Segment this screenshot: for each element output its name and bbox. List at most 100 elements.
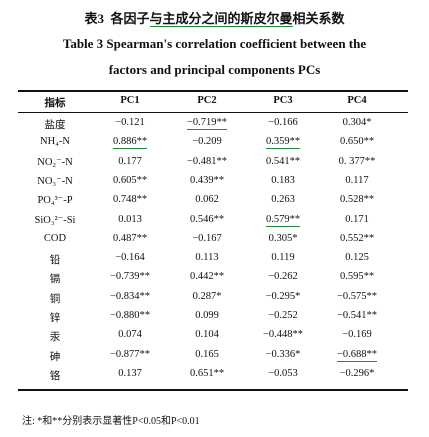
table-title-en: Table 3 Spearman's correlation coefficie… <box>62 36 367 51</box>
table-cell: 0.074 <box>93 329 167 340</box>
table-cell: 0.650** <box>320 136 394 147</box>
row-label: 汞 <box>18 329 92 344</box>
row-label: 镉 <box>18 271 92 286</box>
table-cell: −0.296* <box>320 368 394 379</box>
table-cell: −0.481** <box>170 156 244 167</box>
table-cell: 0.263 <box>246 194 320 205</box>
column-header: PC3 <box>273 95 293 106</box>
cell-text: −0.121 <box>115 117 145 128</box>
cell-text: 0.013 <box>118 213 142 225</box>
cell-text: −0.295* <box>265 290 301 302</box>
table-cell: −0.295* <box>246 291 320 302</box>
table-cell: −0.166 <box>246 117 320 128</box>
table-cell: 0.605** <box>93 175 167 186</box>
table-cell: −0.164 <box>93 252 167 263</box>
row-label: 铜 <box>18 291 92 306</box>
cell-text: 0.305* <box>268 232 298 244</box>
table-cell: 0.117 <box>320 175 394 186</box>
cell-text: −0.053 <box>268 367 298 379</box>
cell-text: PO₄³⁻-P <box>37 195 73 207</box>
cell-text: 0.104 <box>195 329 219 341</box>
cell-text: 0.062 <box>195 194 219 206</box>
table-cell: 0.183 <box>246 175 320 186</box>
cell-text: −0.164 <box>115 252 145 264</box>
table-cell: 0.013 <box>93 214 167 225</box>
title-part: 与主成分之间的斯皮尔曼 <box>149 11 293 27</box>
top-rule <box>18 90 408 92</box>
table-title-cn: 表3 各因子与主成分之间的斯皮尔曼相关系数 <box>0 8 429 27</box>
column-header: PC1 <box>120 95 140 106</box>
cell-text: 0.137 <box>118 367 142 379</box>
row-label: 砷 <box>18 349 92 364</box>
cell-text: 0.287* <box>192 290 222 302</box>
cell-text: −0.169 <box>342 329 372 341</box>
table-cell: −0.252 <box>246 310 320 321</box>
row-label: COD <box>18 233 92 244</box>
cell-text: 盐度 <box>44 120 66 131</box>
cell-text: SiO₃²⁻-Si <box>34 214 76 226</box>
title-part: 相关系数 <box>292 11 345 26</box>
cell-text: 0.119 <box>271 252 295 264</box>
cell-text: −0.448** <box>262 329 304 341</box>
table-cell: 0.304* <box>320 117 394 128</box>
cell-text: −0.481** <box>186 155 228 167</box>
table-cell: −0.167 <box>170 233 244 244</box>
cell-text: 0.171 <box>345 213 369 225</box>
column-header: 指标 <box>44 98 66 109</box>
cell-text: NO₃⁻-N <box>37 175 73 187</box>
table-number: 表3 <box>84 11 104 26</box>
cell-text: 0.605** <box>112 174 148 186</box>
cell-text: 镉 <box>49 274 61 286</box>
cell-text: 0.886** <box>112 136 148 150</box>
cell-text: −0.262 <box>268 271 298 283</box>
table-cell: −0.575** <box>320 291 394 302</box>
cell-text: −0.209 <box>192 136 222 148</box>
cell-text: NO₂⁻-N <box>37 156 73 168</box>
cell-text: 0.552** <box>339 232 375 244</box>
cell-text: 0.651** <box>189 367 225 379</box>
table-cell: 0.113 <box>170 252 244 263</box>
table-cell: −0.121 <box>93 117 167 128</box>
table-cell: 0.528** <box>320 194 394 205</box>
table-cell: 0.171 <box>320 214 394 225</box>
cell-text: NH₄-N <box>40 136 70 148</box>
cell-text: −0.541** <box>336 310 378 321</box>
row-label: NO₃⁻-N <box>18 175 92 187</box>
cell-text: 锌 <box>49 313 61 324</box>
cell-text: 0.177 <box>118 155 142 167</box>
cell-text: −0.880** <box>109 310 151 321</box>
table-cell: 0.125 <box>320 252 394 263</box>
cell-text: 0.304* <box>342 117 372 128</box>
cell-text: 汞 <box>49 332 61 344</box>
table-cell: −0.336* <box>246 349 320 360</box>
table-cell: 0.579** <box>246 213 320 227</box>
table-cell: 0.487** <box>93 233 167 244</box>
row-label: 铬 <box>18 368 92 383</box>
table-cell: 0.651** <box>170 368 244 379</box>
table-cell: 0.099 <box>170 310 244 321</box>
cell-text: −0.719** <box>186 117 228 130</box>
table-cell: 0.541** <box>246 156 320 167</box>
table-cell: 0.886** <box>93 136 167 150</box>
table-cell: 0.552** <box>320 233 394 244</box>
cell-text: −0.336* <box>265 348 301 360</box>
cell-text: 0.117 <box>345 174 369 186</box>
cell-text: 0.074 <box>118 329 142 341</box>
cell-text: 0.579** <box>265 213 301 227</box>
cell-text: −0.167 <box>192 232 222 244</box>
cell-text: 0.748** <box>112 194 148 206</box>
cell-text: 0.183 <box>271 174 295 186</box>
table-cell: −0.880** <box>93 310 167 321</box>
cell-text: 铬 <box>49 370 61 382</box>
table-cell: 0.287* <box>170 291 244 302</box>
table-cell: −0.834** <box>93 291 167 302</box>
cell-text: 0.442** <box>189 271 225 283</box>
table-cell: −0.719** <box>170 117 244 130</box>
table-cell: 0.137 <box>93 368 167 379</box>
bottom-rule <box>18 389 408 391</box>
cell-text: 0.099 <box>195 310 219 321</box>
cell-text: −0.688** <box>336 348 378 362</box>
cell-text: 0.113 <box>195 252 219 264</box>
table-cell: −0.053 <box>246 368 320 379</box>
